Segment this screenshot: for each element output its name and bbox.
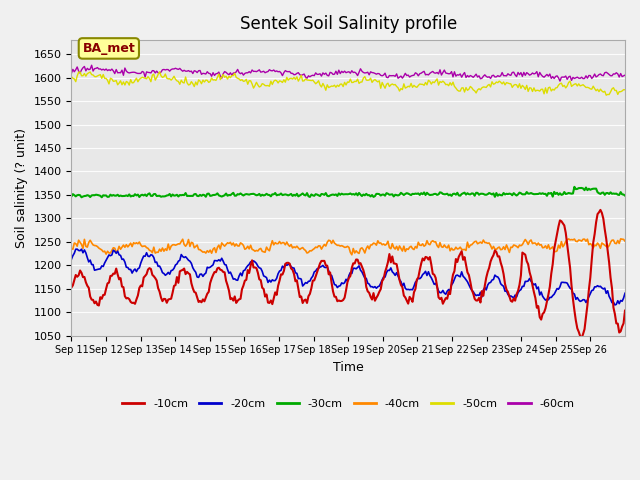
-30cm [571, 184, 579, 190]
-10cm [545, 292, 552, 298]
-10cm [68, 285, 76, 290]
-40cm [354, 250, 362, 255]
-30cm [621, 193, 629, 199]
-60cm [105, 67, 113, 72]
Line: -40cm: -40cm [72, 239, 625, 255]
-10cm [596, 207, 604, 213]
-10cm [104, 280, 111, 286]
-30cm [86, 194, 94, 200]
-40cm [621, 238, 629, 244]
-20cm [68, 256, 76, 262]
-10cm [621, 308, 629, 313]
-40cm [348, 252, 356, 258]
-60cm [463, 72, 471, 78]
-60cm [556, 78, 564, 84]
-20cm [88, 262, 95, 267]
-50cm [621, 87, 629, 93]
Line: -50cm: -50cm [72, 72, 625, 95]
-20cm [620, 295, 627, 301]
-50cm [156, 69, 163, 75]
-40cm [104, 248, 111, 254]
-30cm [546, 191, 554, 196]
-20cm [546, 295, 554, 300]
-30cm [463, 191, 471, 196]
-10cm [352, 257, 360, 263]
Y-axis label: Soil salinity (? unit): Soil salinity (? unit) [15, 128, 28, 248]
-50cm [620, 87, 627, 93]
-20cm [354, 264, 362, 270]
-50cm [86, 69, 94, 75]
Text: BA_met: BA_met [83, 42, 135, 55]
Title: Sentek Soil Salinity profile: Sentek Soil Salinity profile [239, 15, 457, 33]
-40cm [68, 246, 76, 252]
-60cm [68, 71, 76, 76]
-50cm [602, 92, 610, 98]
-50cm [546, 84, 554, 90]
Line: -60cm: -60cm [72, 65, 625, 81]
-10cm [620, 321, 627, 326]
-10cm [462, 262, 470, 267]
-30cm [68, 193, 76, 199]
-40cm [546, 246, 554, 252]
Legend: -10cm, -20cm, -30cm, -40cm, -50cm, -60cm: -10cm, -20cm, -30cm, -40cm, -50cm, -60cm [118, 395, 579, 413]
Line: -10cm: -10cm [72, 210, 625, 338]
-40cm [617, 236, 625, 242]
-60cm [620, 73, 627, 79]
-20cm [621, 290, 629, 296]
-50cm [104, 77, 111, 83]
-60cm [546, 71, 554, 77]
-30cm [98, 194, 106, 200]
-50cm [354, 76, 362, 82]
-50cm [463, 87, 471, 93]
-30cm [105, 194, 113, 200]
-30cm [354, 192, 362, 198]
-40cm [620, 237, 627, 242]
-60cm [88, 62, 95, 68]
Line: -30cm: -30cm [72, 187, 625, 197]
-20cm [74, 246, 81, 252]
-40cm [463, 240, 471, 245]
-40cm [86, 238, 94, 243]
Line: -20cm: -20cm [72, 249, 625, 305]
-60cm [354, 72, 362, 78]
-60cm [86, 66, 94, 72]
-20cm [611, 302, 619, 308]
-20cm [463, 279, 471, 285]
-10cm [86, 294, 94, 300]
-10cm [578, 336, 586, 341]
X-axis label: Time: Time [333, 361, 364, 374]
-30cm [620, 192, 627, 197]
-60cm [621, 72, 629, 78]
-20cm [105, 252, 113, 258]
-50cm [68, 74, 76, 80]
